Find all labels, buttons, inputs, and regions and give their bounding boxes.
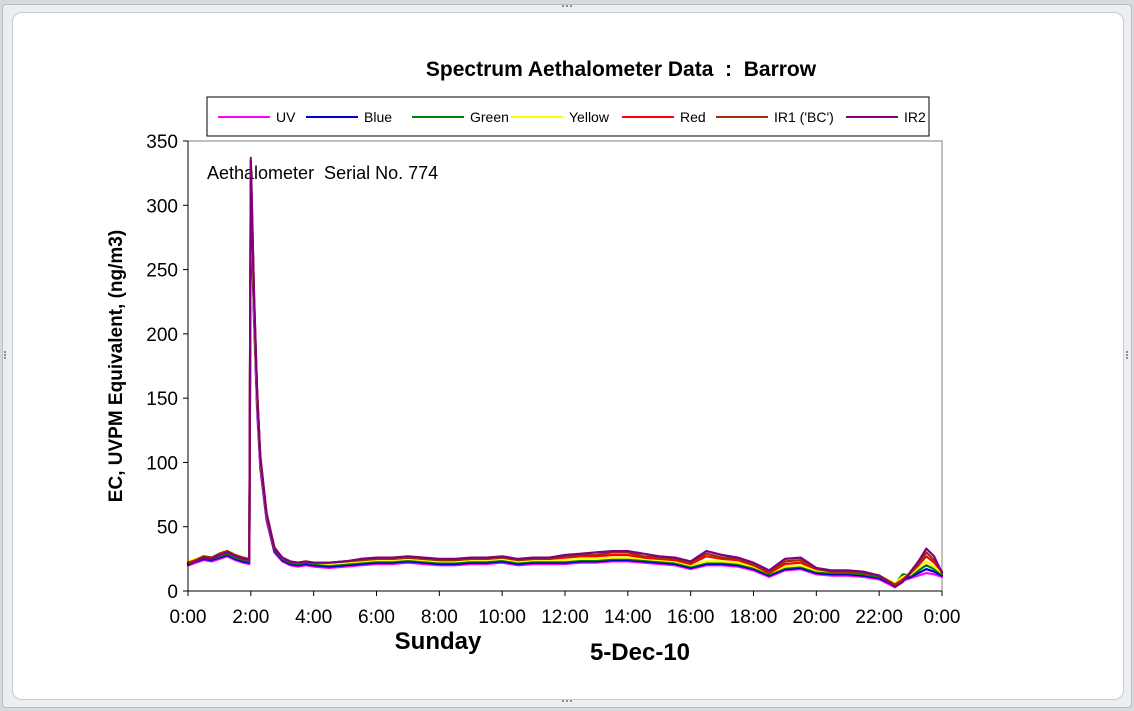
y-tick-label: 50: [157, 518, 178, 539]
legend-label: Blue: [364, 109, 392, 125]
legend-label: Yellow: [569, 109, 610, 125]
plot-area: [187, 140, 943, 592]
x-tick-label: 8:00: [421, 607, 458, 628]
x-tick-label: 0:00: [170, 607, 207, 628]
y-tick-label: 200: [146, 325, 178, 346]
y-axis-label: EC, UVPM Equivalent, (ng/m3): [106, 230, 127, 502]
x-tick-label: 2:00: [232, 607, 269, 628]
x-tick-label: 0:00: [924, 607, 961, 628]
chart-title: Spectrum Aethalometer Data : Barrow: [426, 58, 817, 81]
series-group: [186, 156, 944, 589]
x-tick-label: 16:00: [667, 607, 715, 628]
annotation-serial: Aethalometer Serial No. 774: [207, 163, 438, 183]
legend-label: Green: [470, 109, 509, 125]
y-tick-label: 350: [146, 132, 178, 153]
y-tick-label: 100: [146, 453, 178, 474]
resize-handle-bottom[interactable]: [560, 700, 574, 703]
resize-handle-left[interactable]: [4, 350, 7, 364]
y-tick-label: 250: [146, 261, 178, 282]
legend-label: IR2: [904, 109, 926, 125]
x-tick-label: 14:00: [604, 607, 652, 628]
resize-handle-right[interactable]: [1126, 350, 1129, 364]
y-tick-label: 300: [146, 196, 178, 217]
x-axis-label-day: Sunday: [395, 628, 482, 655]
legend-label: Red: [680, 109, 706, 125]
y-ticks: 0 50 100 150 200 250 300 350: [146, 132, 188, 603]
x-tick-label: 12:00: [541, 607, 589, 628]
series-line-ir2: [186, 159, 944, 589]
x-tick-label: 10:00: [478, 607, 526, 628]
resize-handle-top[interactable]: [560, 5, 574, 8]
x-ticks: 0:00 2:00 4:00 6:00 8:00 10:00 12:00 14:00 16:00…: [170, 591, 961, 628]
x-tick-label: 18:00: [730, 607, 778, 628]
y-tick-label: 150: [146, 389, 178, 410]
legend: UV Blue Green Yellow Red IR1 ('BC') IR2: [206, 96, 930, 137]
legend-label: UV: [276, 109, 296, 125]
x-tick-label: 22:00: [855, 607, 903, 628]
x-tick-label: 20:00: [793, 607, 841, 628]
x-axis-label-date: 5-Dec-10: [590, 639, 690, 666]
x-tick-label: 6:00: [358, 607, 395, 628]
y-tick-label: 0: [167, 582, 178, 603]
legend-label: IR1 ('BC'): [774, 109, 834, 125]
x-tick-label: 4:00: [295, 607, 332, 628]
